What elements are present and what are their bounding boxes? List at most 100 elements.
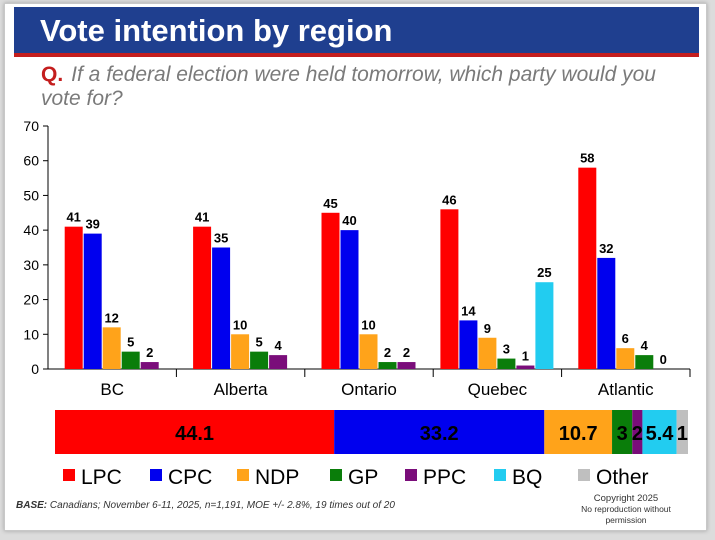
data-label: 39 [85,217,99,232]
bar-ndp-ontario [359,334,378,369]
data-label: 32 [599,241,613,256]
segment-label: 5.4 [646,423,675,445]
data-label: 1 [522,349,529,364]
segment-label: 3 [617,423,628,445]
data-label: 4 [641,338,649,353]
category-label: Alberta [214,380,268,399]
segment-label: 1 [677,423,688,445]
y-tick-label: 40 [23,222,39,238]
legend-label: GP [348,466,378,489]
data-label: 2 [384,345,391,360]
bar-ndp-atlantic [616,348,635,369]
copyright-line-1: Copyright 2025 [593,493,659,504]
bar-ndp-bc [102,327,121,369]
data-label: 45 [323,196,337,211]
bar-cpc-atlantic [597,257,616,369]
y-tick-label: 60 [23,153,39,169]
data-label: 5 [127,335,134,350]
category-label: BC [100,380,124,399]
legend-label: BQ [512,466,542,489]
bar-gp-quebec [497,358,516,369]
data-label: 46 [442,192,456,207]
bar-ppc-alberta [269,355,288,369]
legend-swatch-gp [330,469,342,481]
segment-bq [642,410,677,454]
data-label: 12 [104,310,118,325]
bar-lpc-alberta [193,226,212,369]
segment-ppc [632,410,643,454]
bar-cpc-quebec [459,320,478,369]
legend-swatch-bq [494,469,506,481]
y-tick-label: 70 [23,118,39,134]
title-bar: Vote intention by region [14,7,699,57]
data-label: 6 [622,331,629,346]
bar-cpc-alberta [212,247,231,369]
segment-other [676,410,688,454]
segment-cpc [334,410,545,454]
bar-ndp-alberta [231,334,250,369]
legend-swatch-ndp [237,469,249,481]
legend-swatch-cpc [150,469,162,481]
data-label: 41 [195,210,209,225]
data-label: 3 [503,342,510,357]
legend-swatch-lpc [63,469,75,481]
bar-gp-bc [121,351,140,369]
segment-label: 2 [632,423,643,445]
data-label: 58 [580,151,594,166]
legend-label: Other [596,466,649,489]
y-tick-label: 50 [23,187,39,203]
segment-ndp [544,410,613,454]
base-text: Canadians; November 6-11, 2025, n=1,191,… [49,500,395,511]
y-tick-label: 30 [23,257,39,273]
data-label: 41 [66,210,80,225]
copyright: Copyright 2025 No reproduction without p… [560,493,692,526]
data-label: 25 [537,265,551,280]
bar-bq-quebec [535,282,554,369]
data-label: 0 [660,352,667,367]
bar-lpc-ontario [321,212,340,369]
y-tick-label: 10 [23,326,39,342]
legend-label: NDP [255,466,299,489]
segment-lpc [55,410,335,454]
category-label: Atlantic [598,380,654,399]
legend-swatch-ppc [405,469,417,481]
bar-lpc-bc [64,226,83,369]
segment-label: 33.2 [420,423,459,445]
bar-lpc-quebec [440,209,459,369]
bar-ndp-quebec [478,337,497,369]
data-label: 10 [233,317,247,332]
data-label: 40 [342,213,356,228]
data-label: 9 [484,321,491,336]
data-label: 14 [461,303,476,318]
bar-gp-atlantic [635,355,654,369]
bar-ppc-bc [140,362,159,369]
legend-label: CPC [168,466,212,489]
question: Q. If a federal election were held tomorr… [41,63,681,111]
bar-cpc-bc [83,233,102,369]
bar-lpc-atlantic [578,167,597,369]
data-label: 2 [146,345,153,360]
category-label: Quebec [468,380,528,399]
question-text: If a federal election were held tomorrow… [41,63,656,110]
data-label: 4 [274,338,282,353]
legend-label: PPC [423,466,466,489]
base-label: BASE: [16,500,48,511]
legend-swatch-other [578,469,590,481]
bar-ppc-quebec [516,365,535,369]
segment-label: 44.1 [175,423,214,445]
page-title: Vote intention by region [40,13,393,48]
data-label: 2 [403,345,410,360]
category-label: Ontario [341,380,397,399]
segment-label: 10.7 [559,423,598,445]
data-label: 10 [361,317,375,332]
y-tick-label: 20 [23,292,39,308]
data-label: 5 [255,335,262,350]
bar-ppc-ontario [397,362,416,369]
segment-gp [612,410,633,454]
base-note: BASE: Canadians; November 6-11, 2025, n=… [16,500,395,511]
y-tick-label: 0 [31,361,39,377]
bar-cpc-ontario [340,230,359,369]
bar-gp-alberta [250,351,269,369]
question-label: Q. [41,63,64,86]
